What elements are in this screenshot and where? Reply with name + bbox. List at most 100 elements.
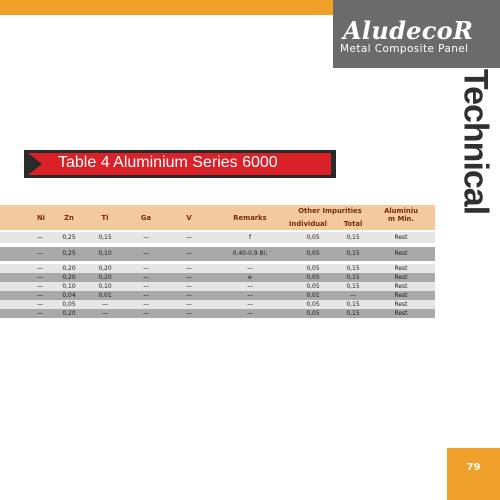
header-individual: Individual (289, 220, 327, 228)
header-total: Total (343, 220, 363, 228)
table-cell: 0,05 (306, 300, 320, 308)
header-aluminium-line1: Aluminiu (384, 207, 418, 215)
table-cell: — (186, 291, 192, 299)
table-cell: — (186, 233, 192, 241)
table-cell: 0,15 (346, 273, 360, 281)
table-cell: 0,05 (306, 273, 320, 281)
table-cell: 0,15 (346, 250, 360, 257)
table-cell: 0,20 (62, 273, 76, 281)
table-cell: 0,15 (346, 300, 360, 308)
table-cell: 0,05 (62, 300, 76, 308)
table-cell: — (186, 250, 192, 257)
table-cell: 0,20 (62, 309, 76, 317)
table-cell: 0,15 (98, 233, 112, 241)
table-cell: 0,10 (98, 250, 112, 257)
table-cell: 0,05 (306, 233, 320, 241)
table-cell: 0,10 (98, 282, 112, 290)
table-cell: — (37, 264, 43, 272)
table-cell: e (248, 273, 252, 281)
table-cell: Rest (394, 282, 408, 290)
table-header-row: Ni Zn Ti Ga V Remarks Other Impurities I… (0, 205, 435, 230)
table-cell: — (186, 273, 192, 281)
table-row: — 0,20 0,20 — — — 0,05 0,15 Rest (0, 264, 435, 273)
table-cell: 0,05 (306, 282, 320, 290)
section-title-vertical: Technical (456, 68, 495, 215)
table-cell: — (143, 264, 149, 272)
table-cell: — (143, 250, 149, 257)
table-cell: 0,05 (306, 309, 320, 317)
table-cell: 0,25 (62, 250, 76, 257)
table-cell: 0,15 (346, 233, 360, 241)
table-cell: — (350, 291, 356, 299)
table-row: — 0,25 0,15 — — f 0,05 0,15 Rest (0, 232, 435, 243)
table-cell: — (37, 250, 43, 257)
table-title: Table 4 Aluminium Series 6000 (58, 154, 278, 171)
table-cell: — (247, 300, 253, 308)
table-cell: — (143, 309, 149, 317)
table-cell: 0,15 (346, 309, 360, 317)
table-cell: f (248, 233, 252, 241)
table-cell: — (37, 291, 43, 299)
table-cell: — (102, 300, 108, 308)
table-cell: — (186, 264, 192, 272)
header-other-impurities: Other Impurities (298, 207, 362, 215)
header-ga: Ga (140, 214, 152, 222)
table-cell: Rest (394, 273, 408, 281)
table-row: — 0,25 0,10 — — 0,40-0,9 Bi; 0,05 0,15 Rest (0, 247, 435, 261)
table-cell: — (143, 300, 149, 308)
page-number: 79 (466, 462, 481, 473)
header-ni: Ni (36, 214, 46, 222)
table-cell: 0,40-0,9 Bi; (232, 250, 268, 257)
table-cell: — (143, 282, 149, 290)
table-cell: — (186, 282, 192, 290)
table-row: — 0,20 0,20 — — e 0,05 0,15 Rest (0, 273, 435, 282)
table-cell: 0,01 (306, 291, 320, 299)
table-cell: Rest (394, 264, 408, 272)
table-cell: — (37, 273, 43, 281)
table-cell: Rest (394, 233, 408, 241)
table-cell: Rest (394, 291, 408, 299)
header-zn: Zn (64, 214, 74, 222)
page-number-badge (447, 448, 500, 500)
table-cell: — (143, 233, 149, 241)
table-cell: Rest (394, 300, 408, 308)
table-cell: — (186, 300, 192, 308)
table-cell: — (247, 309, 253, 317)
table-cell: — (247, 282, 253, 290)
table-cell: 0,04 (62, 291, 76, 299)
table-cell: — (186, 309, 192, 317)
banner-arrow-icon (28, 153, 42, 175)
table-cell: 0,25 (62, 233, 76, 241)
table-cell: — (247, 264, 253, 272)
brand-logo-panel (333, 0, 500, 68)
table-title-banner-fill (28, 153, 331, 175)
brand-logo-tagline: Metal Composite Panel (340, 43, 469, 55)
table-cell: — (37, 300, 43, 308)
header-ti: Ti (101, 214, 109, 222)
header-aluminium-line2: m Min. (388, 215, 414, 223)
table-cell: — (102, 309, 108, 317)
table-cell: 0,15 (346, 264, 360, 272)
table-cell: 0,20 (98, 273, 112, 281)
table-cell: 0,15 (346, 282, 360, 290)
brand-logo-name: AludecoR (343, 16, 474, 45)
table-cell: 0,05 (306, 264, 320, 272)
table-row: — 0,20 — — — — 0,05 0,15 Rest (0, 309, 435, 318)
table-cell: — (143, 291, 149, 299)
table-cell: — (37, 282, 43, 290)
table-cell: 0,20 (62, 264, 76, 272)
table-row: — 0,04 0,01 — — — 0,01 — Rest (0, 291, 435, 300)
table-cell: Rest (394, 309, 408, 317)
table-cell: 0,10 (62, 282, 76, 290)
table-row: — 0,10 0,10 — — — 0,05 0,15 Rest (0, 282, 435, 291)
table-cell: 0,05 (306, 250, 320, 257)
table-cell: — (37, 233, 43, 241)
table-cell: — (247, 291, 253, 299)
table-cell: — (143, 273, 149, 281)
header-v: V (186, 214, 192, 222)
table-row: — 0,05 — — — — 0,05 0,15 Rest (0, 300, 435, 309)
table-cell: — (37, 309, 43, 317)
header-remarks: Remarks (233, 214, 267, 222)
table-cell: 0,20 (98, 264, 112, 272)
table-cell: 0,01 (98, 291, 112, 299)
